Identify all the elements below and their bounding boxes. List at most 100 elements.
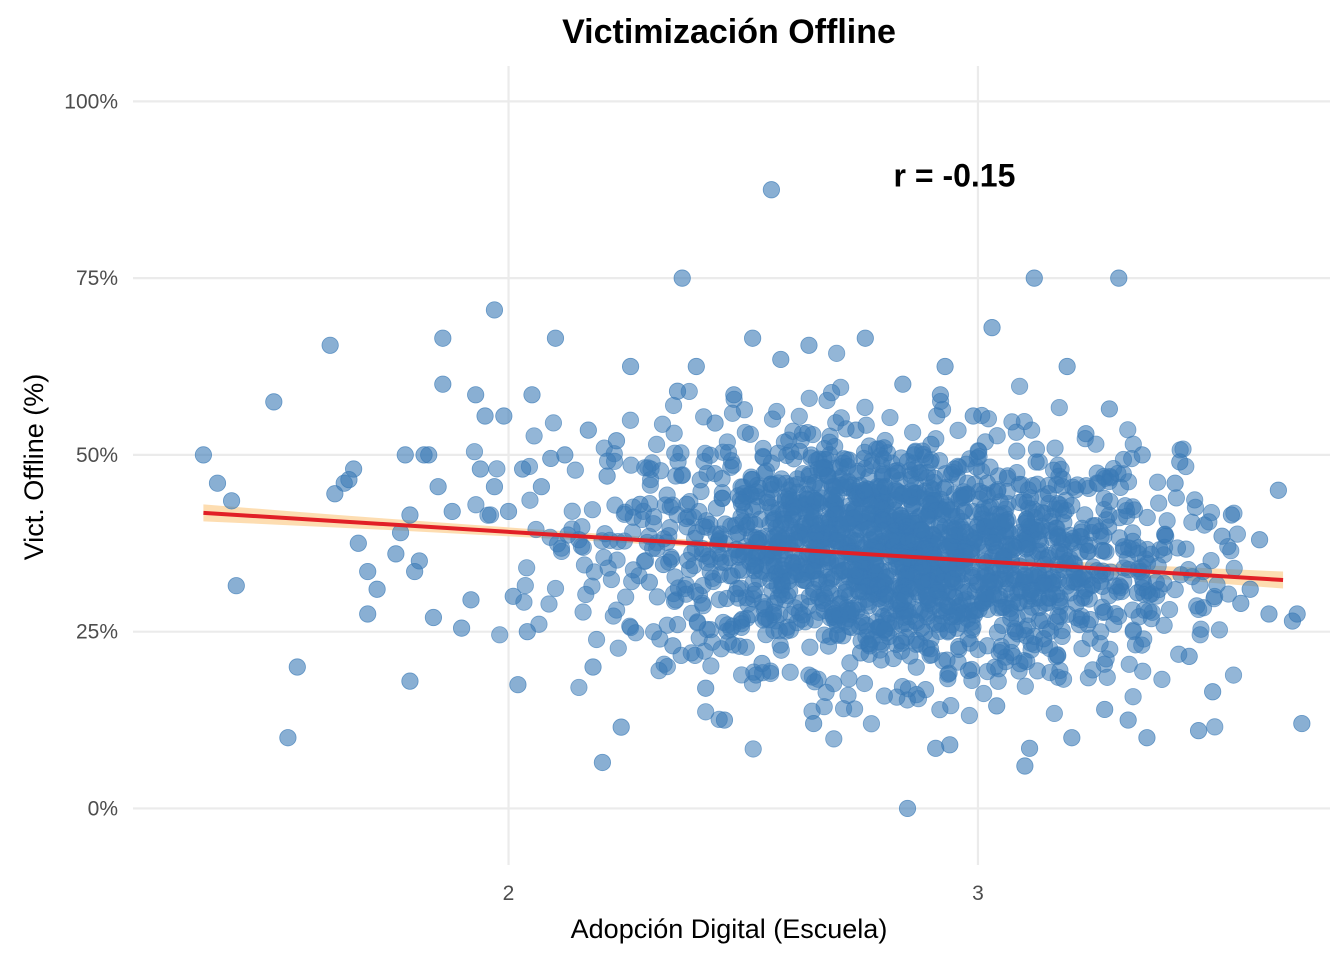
data-point	[631, 495, 649, 513]
chart-title: Victimización Offline	[562, 13, 896, 51]
data-point	[1084, 661, 1102, 679]
data-point	[1166, 474, 1184, 492]
data-point	[606, 496, 624, 514]
data-point	[904, 423, 922, 442]
x-tick-label: 3	[972, 882, 984, 905]
data-point	[265, 393, 283, 411]
data-point	[988, 427, 1006, 445]
data-point	[467, 496, 485, 514]
data-point	[504, 587, 522, 605]
data-point	[732, 615, 751, 633]
data-point	[1035, 630, 1053, 648]
data-point	[288, 658, 306, 676]
data-point	[667, 467, 685, 485]
data-point	[1048, 646, 1067, 664]
data-point	[401, 672, 419, 690]
data-point	[420, 446, 438, 464]
data-point	[654, 555, 673, 574]
y-tick-label: 100%	[64, 90, 118, 113]
data-point	[913, 619, 931, 637]
data-point	[544, 414, 563, 432]
data-point	[862, 715, 881, 733]
data-point	[939, 665, 957, 683]
data-point	[1064, 534, 1082, 552]
data-point	[801, 638, 819, 656]
data-point	[794, 606, 812, 624]
data-point	[959, 661, 978, 680]
y-axis-title: Vict. Offline (%)	[19, 374, 49, 561]
data-point	[1007, 423, 1025, 441]
data-point	[1100, 400, 1118, 418]
data-point	[1009, 593, 1028, 611]
data-point	[1180, 647, 1198, 666]
data-point	[763, 410, 782, 428]
data-point	[781, 517, 799, 535]
data-point	[1224, 666, 1243, 684]
data-point	[1120, 655, 1138, 673]
data-point	[873, 456, 891, 474]
data-point	[954, 591, 972, 610]
data-point	[730, 637, 749, 655]
data-point	[779, 572, 798, 590]
trend-line	[203, 510, 1284, 583]
data-point	[1205, 590, 1223, 608]
data-point	[716, 515, 734, 533]
data-point	[321, 336, 339, 354]
data-point	[999, 467, 1017, 485]
data-point	[812, 459, 831, 478]
data-point	[945, 460, 964, 478]
data-point	[839, 686, 857, 704]
data-point	[1157, 527, 1175, 545]
data-point	[913, 558, 931, 576]
data-point	[734, 493, 752, 511]
data-point	[525, 427, 543, 445]
data-point	[648, 588, 666, 606]
data-point	[726, 585, 745, 603]
data-point	[856, 329, 874, 347]
data-point	[658, 486, 676, 504]
data-point	[969, 573, 987, 591]
data-point	[741, 425, 759, 443]
data-point	[574, 603, 592, 621]
data-point	[984, 533, 1002, 551]
data-point	[1288, 605, 1306, 623]
data-point	[913, 521, 931, 539]
data-point	[514, 460, 532, 478]
data-point	[621, 411, 640, 429]
data-point	[1030, 612, 1048, 630]
data-point	[1109, 464, 1127, 483]
data-point	[1222, 542, 1240, 560]
data-point	[911, 602, 929, 620]
data-point	[875, 573, 893, 591]
data-point	[970, 448, 988, 466]
data-point	[359, 562, 377, 581]
data-point	[1067, 594, 1086, 612]
data-point	[452, 619, 471, 637]
data-point	[429, 478, 447, 496]
data-point	[765, 621, 783, 640]
data-point	[979, 410, 998, 428]
data-point	[617, 588, 635, 606]
data-point	[1016, 567, 1034, 586]
data-point	[1027, 440, 1046, 458]
data-point	[978, 662, 996, 681]
data-point	[645, 623, 663, 641]
data-point	[988, 697, 1006, 715]
data-point	[1063, 729, 1081, 747]
data-point	[839, 473, 857, 491]
data-point	[345, 460, 363, 478]
data-point	[902, 470, 920, 488]
data-point	[368, 580, 386, 598]
data-point	[641, 476, 659, 494]
data-point	[837, 509, 856, 528]
y-tick-label: 25%	[76, 621, 118, 644]
data-point	[1016, 757, 1034, 775]
data-point	[479, 506, 497, 524]
data-point	[964, 407, 982, 425]
data-point	[955, 502, 973, 521]
data-point	[790, 407, 808, 425]
data-point	[1166, 581, 1184, 599]
data-point	[881, 408, 899, 427]
data-point	[647, 435, 666, 453]
